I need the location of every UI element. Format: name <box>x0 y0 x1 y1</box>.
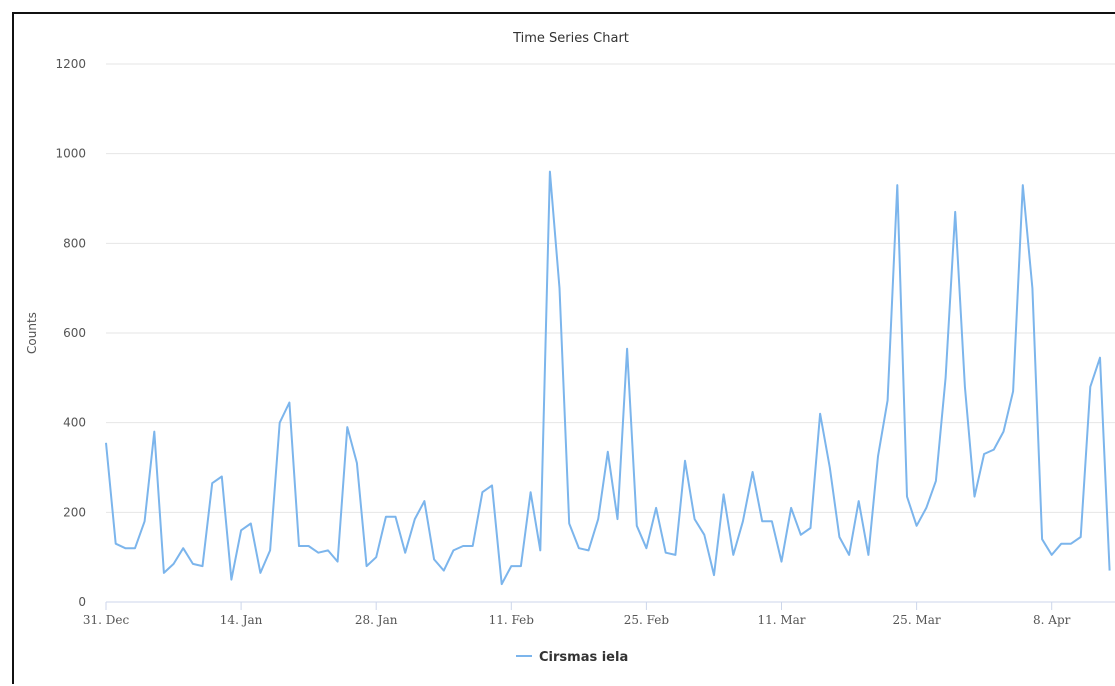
x-tick-label: 8. Apr <box>1033 613 1071 627</box>
y-axis: 0 200 400 600 800 1000 1200 <box>55 57 86 609</box>
x-axis: 31. Dec 14. Jan 28. Jan 11. Feb 25. Feb 11. M… <box>83 601 1115 627</box>
series-line-0[interactable] <box>105 170 1111 586</box>
y-tick-label: 800 <box>63 236 86 250</box>
y-tick-label: 600 <box>63 326 86 340</box>
x-tick-label: 25. Feb <box>624 613 670 627</box>
y-tick-label: 1000 <box>55 147 86 161</box>
x-tick-label: 25. Mar <box>893 613 941 627</box>
series-group <box>105 170 1111 586</box>
x-tick-label: 31. Dec <box>83 613 130 627</box>
y-tick-label: 400 <box>63 416 86 430</box>
x-tick-label: 11. Feb <box>489 613 535 627</box>
chart-title: Time Series Chart <box>512 31 629 46</box>
y-tick-label: 1200 <box>55 57 86 71</box>
x-tick-label: 14. Jan <box>220 613 263 627</box>
legend[interactable]: Cirsmas iela <box>516 650 628 665</box>
x-tick-label: 11. Mar <box>757 613 805 627</box>
time-series-chart: Time Series Chart 020040060080010001200 … <box>25 31 1115 665</box>
legend-label-cirsmas-iela[interactable]: Cirsmas iela <box>539 650 628 665</box>
grid-lines <box>106 63 1115 513</box>
y-tick-label: 200 <box>63 505 86 519</box>
y-tick-label: 0 <box>78 595 86 609</box>
x-tick-label: 28. Jan <box>355 613 398 627</box>
chart-frame: Time Series Chart 0 200 400 600 800 1000 1200 … <box>12 12 1115 684</box>
y-axis-label: Counts <box>25 312 39 354</box>
